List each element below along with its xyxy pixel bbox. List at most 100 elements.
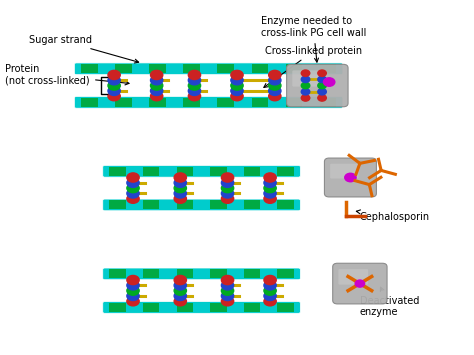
Bar	[109, 201, 126, 209]
Bar	[183, 64, 200, 73]
Circle shape	[264, 275, 276, 285]
Circle shape	[188, 86, 201, 95]
Circle shape	[174, 286, 186, 295]
Circle shape	[221, 281, 234, 290]
Bar	[143, 201, 159, 209]
Circle shape	[355, 280, 365, 287]
FancyBboxPatch shape	[333, 263, 387, 304]
Circle shape	[231, 86, 243, 95]
Circle shape	[127, 184, 139, 193]
Circle shape	[318, 95, 326, 101]
Circle shape	[221, 173, 234, 182]
Circle shape	[264, 173, 276, 182]
Bar	[210, 303, 227, 312]
Bar	[277, 201, 294, 209]
Circle shape	[269, 92, 281, 101]
Bar	[252, 64, 268, 73]
Circle shape	[301, 88, 310, 95]
Circle shape	[174, 178, 186, 187]
Circle shape	[188, 92, 201, 101]
Circle shape	[221, 275, 234, 285]
FancyBboxPatch shape	[103, 165, 301, 177]
FancyBboxPatch shape	[74, 63, 343, 75]
Circle shape	[108, 70, 120, 80]
Text: Protein
(not cross-linked): Protein (not cross-linked)	[5, 64, 129, 86]
Circle shape	[151, 76, 163, 85]
Circle shape	[127, 297, 139, 306]
Bar	[176, 303, 193, 312]
Circle shape	[323, 78, 335, 86]
Circle shape	[231, 81, 243, 90]
Bar	[143, 269, 159, 278]
Circle shape	[174, 173, 186, 182]
Circle shape	[264, 286, 276, 295]
Circle shape	[318, 82, 326, 89]
Circle shape	[301, 70, 310, 76]
Circle shape	[318, 76, 326, 83]
Bar	[286, 64, 302, 73]
Circle shape	[108, 86, 120, 95]
Circle shape	[174, 189, 186, 198]
Circle shape	[174, 275, 186, 285]
Bar	[244, 303, 260, 312]
Circle shape	[127, 178, 139, 187]
Bar	[277, 167, 294, 176]
Circle shape	[264, 297, 276, 306]
Bar	[149, 64, 166, 73]
Circle shape	[108, 76, 120, 85]
Circle shape	[264, 178, 276, 187]
Bar	[319, 64, 336, 73]
FancyBboxPatch shape	[74, 97, 343, 108]
Circle shape	[318, 88, 326, 95]
Circle shape	[231, 70, 243, 80]
Circle shape	[269, 70, 281, 80]
FancyBboxPatch shape	[103, 199, 301, 211]
FancyBboxPatch shape	[292, 70, 326, 87]
Bar	[286, 98, 302, 107]
Circle shape	[127, 173, 139, 182]
Bar	[109, 167, 126, 176]
Circle shape	[127, 275, 139, 285]
Bar	[252, 98, 268, 107]
Bar	[210, 167, 227, 176]
Circle shape	[174, 281, 186, 290]
Circle shape	[174, 184, 186, 193]
Bar	[176, 167, 193, 176]
Circle shape	[174, 194, 186, 203]
Circle shape	[269, 81, 281, 90]
Bar	[109, 303, 126, 312]
Bar	[109, 269, 126, 278]
Circle shape	[127, 291, 139, 301]
Circle shape	[301, 95, 310, 101]
Circle shape	[221, 291, 234, 301]
Circle shape	[108, 81, 120, 90]
Circle shape	[264, 184, 276, 193]
Bar	[115, 64, 132, 73]
Circle shape	[221, 189, 234, 198]
Circle shape	[188, 76, 201, 85]
Circle shape	[127, 281, 139, 290]
Circle shape	[151, 70, 163, 80]
Bar	[210, 201, 227, 209]
Circle shape	[221, 297, 234, 306]
FancyBboxPatch shape	[287, 64, 348, 107]
Circle shape	[221, 178, 234, 187]
FancyBboxPatch shape	[103, 268, 301, 280]
Circle shape	[264, 291, 276, 301]
Circle shape	[151, 81, 163, 90]
Bar	[277, 303, 294, 312]
Circle shape	[264, 189, 276, 198]
Circle shape	[264, 194, 276, 203]
FancyBboxPatch shape	[338, 269, 368, 285]
Circle shape	[188, 70, 201, 80]
Circle shape	[301, 76, 310, 83]
FancyBboxPatch shape	[103, 302, 301, 313]
Circle shape	[231, 76, 243, 85]
Circle shape	[231, 92, 243, 101]
Circle shape	[269, 86, 281, 95]
Circle shape	[151, 92, 163, 101]
Bar	[218, 64, 234, 73]
Bar	[143, 167, 159, 176]
Circle shape	[269, 76, 281, 85]
Bar	[149, 98, 166, 107]
